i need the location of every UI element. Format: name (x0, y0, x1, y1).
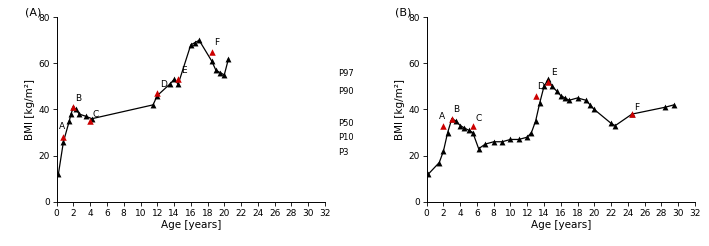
Point (467, 124, 479, 128)
Point (218, 73, 230, 77)
Text: (B): (B) (394, 8, 411, 18)
Point (473, 147, 484, 151)
Point (588, 108, 600, 111)
Text: E: E (551, 68, 557, 77)
Point (580, 98, 591, 102)
Point (206, 50, 218, 54)
Text: A: A (60, 122, 65, 131)
Point (214, 71, 225, 75)
Point (542, 80, 554, 84)
Text: P3: P3 (708, 148, 709, 157)
Text: B: B (454, 105, 459, 114)
Point (488, 140, 499, 144)
Point (534, 101, 545, 105)
Point (68, 105, 79, 109)
Text: P97: P97 (708, 69, 709, 78)
Point (480, 142, 491, 146)
Text: P97: P97 (338, 69, 354, 78)
Point (526, 131, 537, 135)
Point (206, 59, 218, 63)
Point (542, 77, 554, 81)
Point (454, 124, 466, 128)
Point (467, 131, 479, 135)
Point (423, 172, 434, 176)
Point (152, 94, 163, 98)
Point (147, 103, 159, 107)
Point (530, 94, 541, 98)
Point (660, 105, 671, 109)
Point (522, 135, 533, 139)
Point (446, 117, 457, 121)
Point (605, 121, 617, 125)
Y-axis label: BMI [kg/m²]: BMI [kg/m²] (26, 79, 35, 140)
Y-axis label: BMI [kg/m²]: BMI [kg/m²] (396, 79, 406, 140)
Point (185, 43, 196, 47)
Text: B: B (74, 93, 81, 103)
Point (463, 128, 474, 132)
Text: P90: P90 (338, 87, 354, 96)
Point (450, 119, 462, 123)
Text: D: D (160, 80, 167, 89)
X-axis label: Age [years]: Age [years] (530, 220, 591, 231)
Point (152, 91, 163, 95)
Point (84, 119, 96, 123)
Text: C: C (93, 110, 99, 119)
Point (551, 89, 562, 93)
Point (513, 138, 525, 141)
Text: P10: P10 (708, 133, 709, 142)
Point (559, 96, 571, 100)
Point (437, 149, 449, 153)
Point (572, 96, 584, 100)
Point (74, 112, 85, 116)
Text: P10: P10 (338, 133, 354, 142)
Point (223, 57, 234, 61)
Point (86, 117, 98, 121)
Point (68, 105, 79, 109)
Point (80, 114, 91, 118)
Point (168, 77, 179, 81)
Point (555, 94, 566, 98)
Text: P50: P50 (708, 119, 709, 128)
Text: (A): (A) (25, 8, 41, 18)
Point (446, 117, 457, 121)
Point (57, 140, 69, 144)
Point (668, 103, 679, 107)
Point (437, 124, 449, 128)
Text: E: E (181, 66, 186, 75)
Point (538, 84, 549, 88)
Point (172, 77, 184, 81)
Point (564, 98, 575, 102)
Point (211, 68, 222, 72)
Point (52, 172, 64, 176)
Point (530, 119, 541, 123)
Text: F: F (214, 38, 219, 47)
Point (459, 126, 470, 130)
X-axis label: Age [years]: Age [years] (160, 220, 221, 231)
Point (626, 112, 637, 116)
Point (496, 140, 508, 144)
Point (442, 131, 453, 135)
Point (610, 124, 621, 128)
Text: P90: P90 (708, 87, 709, 96)
Text: C: C (475, 114, 481, 123)
Text: P3: P3 (338, 148, 349, 157)
Point (194, 38, 205, 42)
Point (172, 82, 184, 86)
Point (65, 112, 77, 116)
Point (584, 103, 596, 107)
Point (434, 161, 445, 165)
Point (164, 82, 176, 86)
Point (64, 119, 75, 123)
Point (70, 108, 82, 111)
Point (547, 84, 558, 88)
Point (505, 138, 516, 141)
Text: A: A (440, 112, 445, 121)
Text: F: F (635, 103, 640, 112)
Point (57, 135, 69, 139)
Point (189, 41, 201, 45)
Text: P50: P50 (338, 119, 354, 128)
Point (626, 112, 637, 116)
Text: D: D (537, 82, 545, 91)
